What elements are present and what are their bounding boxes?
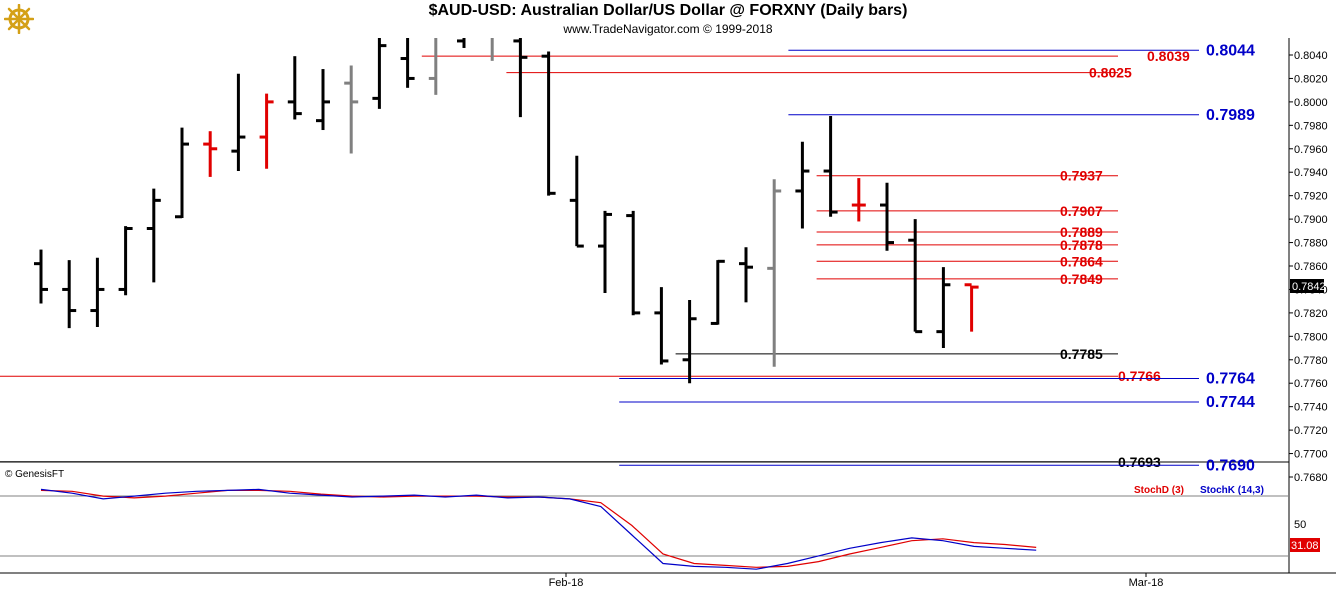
level-label: 0.7764 — [1206, 371, 1255, 388]
price-tick-label: 0.7860 — [1294, 261, 1328, 273]
ohlc-bar — [541, 51, 556, 196]
level-label: 0.8039 — [1147, 48, 1190, 64]
level-label: 0.7785 — [1060, 346, 1103, 362]
level-label: 0.7937 — [1060, 168, 1103, 184]
chart-subtitle: www.TradeNavigator.com © 1999-2018 — [563, 22, 773, 36]
ohlc-bar — [146, 188, 161, 283]
stoch-current-box — [1290, 538, 1320, 552]
price-tick-label: 0.7880 — [1294, 238, 1328, 250]
price-tick-label: 0.8000 — [1294, 97, 1328, 109]
price-tick-label: 0.7760 — [1294, 378, 1328, 390]
level-label: 0.7989 — [1206, 107, 1255, 124]
levels-layer: 0.8044 0.8039 0.8025 0.7989 0.7937 0.7907 0.78… — [0, 42, 1255, 474]
ohlc-bar — [880, 182, 894, 251]
price-tick-label: 0.7820 — [1294, 308, 1328, 320]
ohlc-bar — [344, 65, 359, 154]
level-label: 0.7849 — [1060, 271, 1103, 287]
ohlc-bar — [231, 73, 246, 172]
ship-wheel-logo-icon — [4, 4, 34, 34]
time-axis: Feb-18 Mar-18 — [549, 573, 1164, 589]
ohlc-bar — [457, 38, 466, 48]
ohlc-bar — [287, 56, 302, 120]
bars-layer — [34, 38, 979, 384]
ohlc-bar — [428, 38, 438, 95]
price-tick-label: 0.7940 — [1294, 167, 1328, 179]
price-tick-label: 0.7920 — [1294, 191, 1328, 203]
ohlc-bar — [908, 219, 923, 334]
ohlc-bar — [710, 259, 725, 325]
ohlc-bar — [654, 287, 669, 365]
current-price-box — [1290, 279, 1324, 293]
ohlc-bar — [936, 267, 951, 349]
level-label: 0.7878 — [1060, 237, 1103, 253]
time-tick-label: Mar-18 — [1129, 577, 1164, 589]
ohlc-bar — [203, 131, 218, 177]
ohlc-bar — [739, 247, 753, 303]
ohlc-bar — [851, 178, 866, 222]
ohlc-bar — [682, 299, 697, 384]
level-label: 0.8044 — [1206, 42, 1255, 59]
ohlc-bar — [400, 38, 415, 88]
level-label: 0.7693 — [1118, 454, 1161, 470]
title-bar: $AUD-USD: Australian Dollar/US Dollar @ … — [0, 0, 1336, 38]
level-label: 0.8025 — [1089, 65, 1132, 81]
ohlc-bar — [316, 69, 330, 131]
price-tick-label: 0.8040 — [1294, 50, 1328, 62]
price-tick-label: 0.7800 — [1294, 331, 1328, 343]
stoch-current-value: 31.08 — [1291, 540, 1319, 552]
ohlc-bar — [767, 179, 782, 367]
price-tick-label: 0.7700 — [1294, 449, 1328, 461]
ohlc-bar — [795, 141, 810, 229]
price-tick-label: 0.7980 — [1294, 120, 1328, 132]
level-label: 0.7907 — [1060, 203, 1103, 219]
ohlc-bar — [626, 210, 641, 316]
price-tick-label: 0.7900 — [1294, 214, 1328, 226]
level-label: 0.7889 — [1060, 224, 1103, 240]
stochk-legend: StochK (14,3) — [1200, 485, 1264, 496]
ohlc-bar — [259, 93, 274, 169]
price-tick-label: 0.7720 — [1294, 425, 1328, 437]
ohlc-bar — [34, 249, 48, 304]
price-tick-label: 0.8020 — [1294, 73, 1328, 85]
price-tick-label: 0.7740 — [1294, 402, 1328, 414]
ohlc-bar — [598, 210, 612, 293]
price-tick-label: 0.7680 — [1294, 472, 1328, 484]
current-price-label: 0.7842 — [1292, 281, 1326, 293]
ohlc-bar — [118, 226, 133, 296]
stoch-axis-50: 50 — [1294, 519, 1306, 531]
chart-title: $AUD-USD: Australian Dollar/US Dollar @ … — [428, 2, 908, 19]
stoch-k-line — [40, 488, 1037, 570]
ohlc-bar — [964, 283, 979, 332]
ohlc-bar — [823, 115, 838, 217]
ohlc-bar — [175, 127, 189, 219]
ohlc-bar — [372, 38, 387, 109]
price-axis: 0.8040 0.8020 0.8000 0.7980 0.7960 0.7940 0.79… — [1289, 50, 1328, 484]
ohlc-bar — [569, 155, 584, 248]
level-label: 0.7744 — [1206, 394, 1255, 411]
ohlc-bar — [513, 38, 528, 118]
price-tick-label: 0.7780 — [1294, 355, 1328, 367]
level-label: 0.7766 — [1118, 368, 1161, 384]
ohlc-bar — [62, 260, 77, 329]
level-label: 0.7864 — [1060, 253, 1103, 269]
genesis-copyright: © GenesisFT — [5, 469, 64, 480]
time-tick-label: Feb-18 — [549, 577, 584, 589]
stochastic-panel — [40, 488, 1037, 570]
stochd-legend: StochD (3) — [1134, 485, 1184, 496]
level-label: 0.7690 — [1206, 457, 1255, 474]
ohlc-bar — [90, 257, 105, 327]
price-tick-label: 0.7960 — [1294, 144, 1328, 156]
